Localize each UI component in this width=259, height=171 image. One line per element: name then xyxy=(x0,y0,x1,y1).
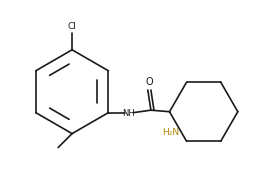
Text: NH: NH xyxy=(122,109,135,118)
Text: O: O xyxy=(146,77,153,87)
Text: Cl: Cl xyxy=(68,22,76,31)
Text: H₂N: H₂N xyxy=(162,128,180,137)
